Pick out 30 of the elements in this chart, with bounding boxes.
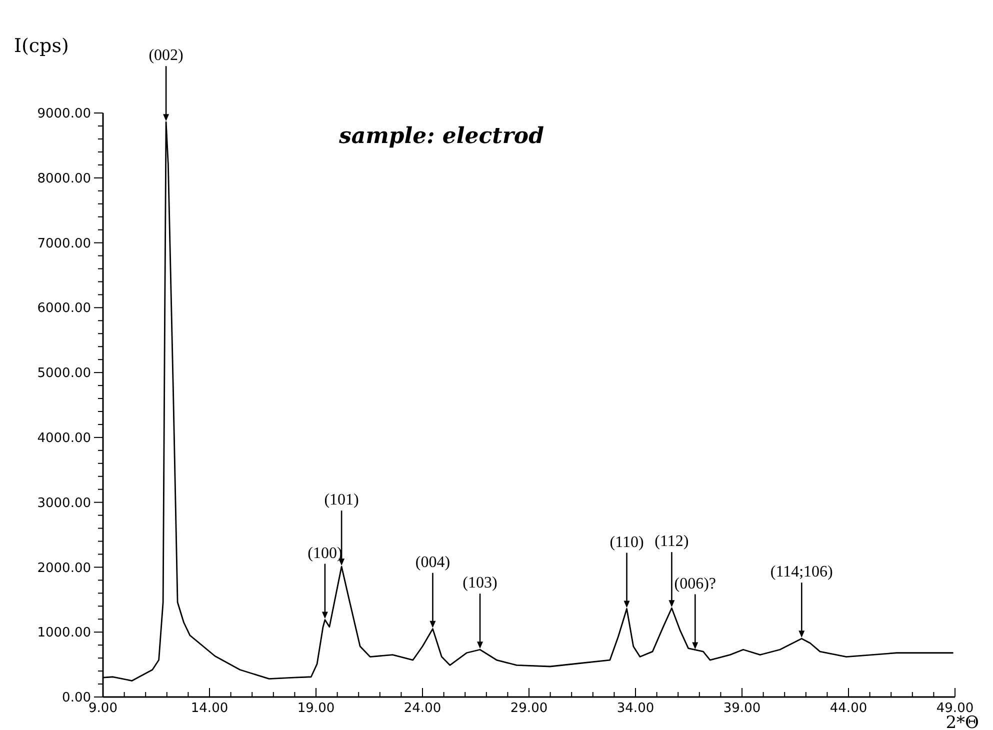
x-tick-label: 19.00 — [297, 701, 335, 716]
x-tick-label: 14.00 — [190, 701, 228, 716]
x-tick-label: 44.00 — [830, 701, 868, 716]
y-axis-title: I(cps) — [14, 35, 69, 57]
y-tick-label: 1000.00 — [37, 626, 91, 641]
y-tick-label: 3000.00 — [37, 496, 91, 511]
x-tick-label: 39.00 — [723, 701, 761, 716]
y-tick-label: 9000.00 — [37, 106, 91, 122]
annotation: (002) — [148, 47, 184, 64]
x-tick-label: 9.00 — [88, 701, 118, 716]
y-tick-label: 8000.00 — [37, 171, 91, 186]
y-tick-label: 5000.00 — [37, 366, 91, 382]
annotation: (100) — [308, 544, 342, 562]
annotation: (006)? — [674, 575, 716, 592]
y-tick-label: 7000.00 — [37, 236, 91, 252]
annotation: (114;106) — [770, 564, 833, 581]
annotation: sample: electrod — [338, 123, 544, 149]
annotation: (110) — [610, 534, 644, 551]
annotation: (112) — [654, 533, 689, 550]
x-axis-title: 2*Θ — [946, 713, 979, 730]
x-tick-label: 24.00 — [404, 701, 442, 716]
x-tick-label: 34.00 — [616, 701, 654, 716]
y-tick-label: 4000.00 — [37, 430, 91, 446]
annotation: (004) — [415, 554, 450, 571]
y-tick-label: 2000.00 — [37, 560, 91, 576]
annotation: (103) — [462, 574, 498, 592]
x-tick-label: 49.00 — [936, 701, 974, 716]
x-tick-label: 29.00 — [510, 701, 548, 716]
annotation: (101) — [324, 492, 359, 509]
y-tick-label: 6000.00 — [37, 301, 91, 316]
